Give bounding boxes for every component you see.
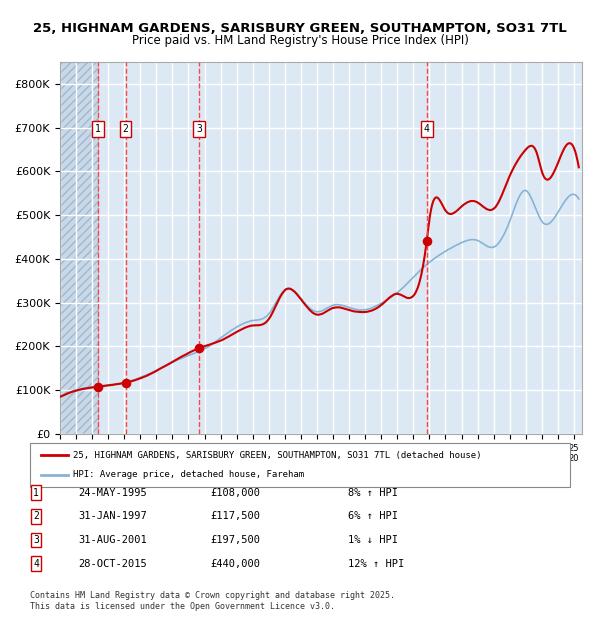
Text: £108,000: £108,000 xyxy=(210,488,260,498)
FancyBboxPatch shape xyxy=(30,443,570,487)
Text: 3: 3 xyxy=(33,535,39,545)
Point xyxy=(94,382,103,392)
Text: 2: 2 xyxy=(122,124,128,134)
Text: 4: 4 xyxy=(424,124,430,134)
Text: 8% ↑ HPI: 8% ↑ HPI xyxy=(348,488,398,498)
Text: £197,500: £197,500 xyxy=(210,535,260,545)
Text: £440,000: £440,000 xyxy=(210,559,260,569)
Text: 3: 3 xyxy=(196,124,202,134)
Text: 2: 2 xyxy=(33,512,39,521)
Text: Price paid vs. HM Land Registry's House Price Index (HPI): Price paid vs. HM Land Registry's House … xyxy=(131,34,469,47)
Point xyxy=(422,236,431,246)
Text: HPI: Average price, detached house, Fareham: HPI: Average price, detached house, Fare… xyxy=(73,470,304,479)
Text: 25, HIGHNAM GARDENS, SARISBURY GREEN, SOUTHAMPTON, SO31 7TL (detached house): 25, HIGHNAM GARDENS, SARISBURY GREEN, SO… xyxy=(73,451,482,460)
Text: Contains HM Land Registry data © Crown copyright and database right 2025.
This d: Contains HM Land Registry data © Crown c… xyxy=(30,591,395,611)
Text: 31-AUG-2001: 31-AUG-2001 xyxy=(78,535,147,545)
Text: 1: 1 xyxy=(95,124,101,134)
Bar xyxy=(60,62,98,434)
Text: 6% ↑ HPI: 6% ↑ HPI xyxy=(348,512,398,521)
Text: £117,500: £117,500 xyxy=(210,512,260,521)
Text: 25, HIGHNAM GARDENS, SARISBURY GREEN, SOUTHAMPTON, SO31 7TL: 25, HIGHNAM GARDENS, SARISBURY GREEN, SO… xyxy=(33,22,567,35)
Text: 1% ↓ HPI: 1% ↓ HPI xyxy=(348,535,398,545)
Point xyxy=(121,378,130,388)
Text: 1: 1 xyxy=(33,488,39,498)
Text: 4: 4 xyxy=(33,559,39,569)
Point xyxy=(194,343,204,353)
Text: 12% ↑ HPI: 12% ↑ HPI xyxy=(348,559,404,569)
Text: 24-MAY-1995: 24-MAY-1995 xyxy=(78,488,147,498)
Text: 31-JAN-1997: 31-JAN-1997 xyxy=(78,512,147,521)
Text: 28-OCT-2015: 28-OCT-2015 xyxy=(78,559,147,569)
